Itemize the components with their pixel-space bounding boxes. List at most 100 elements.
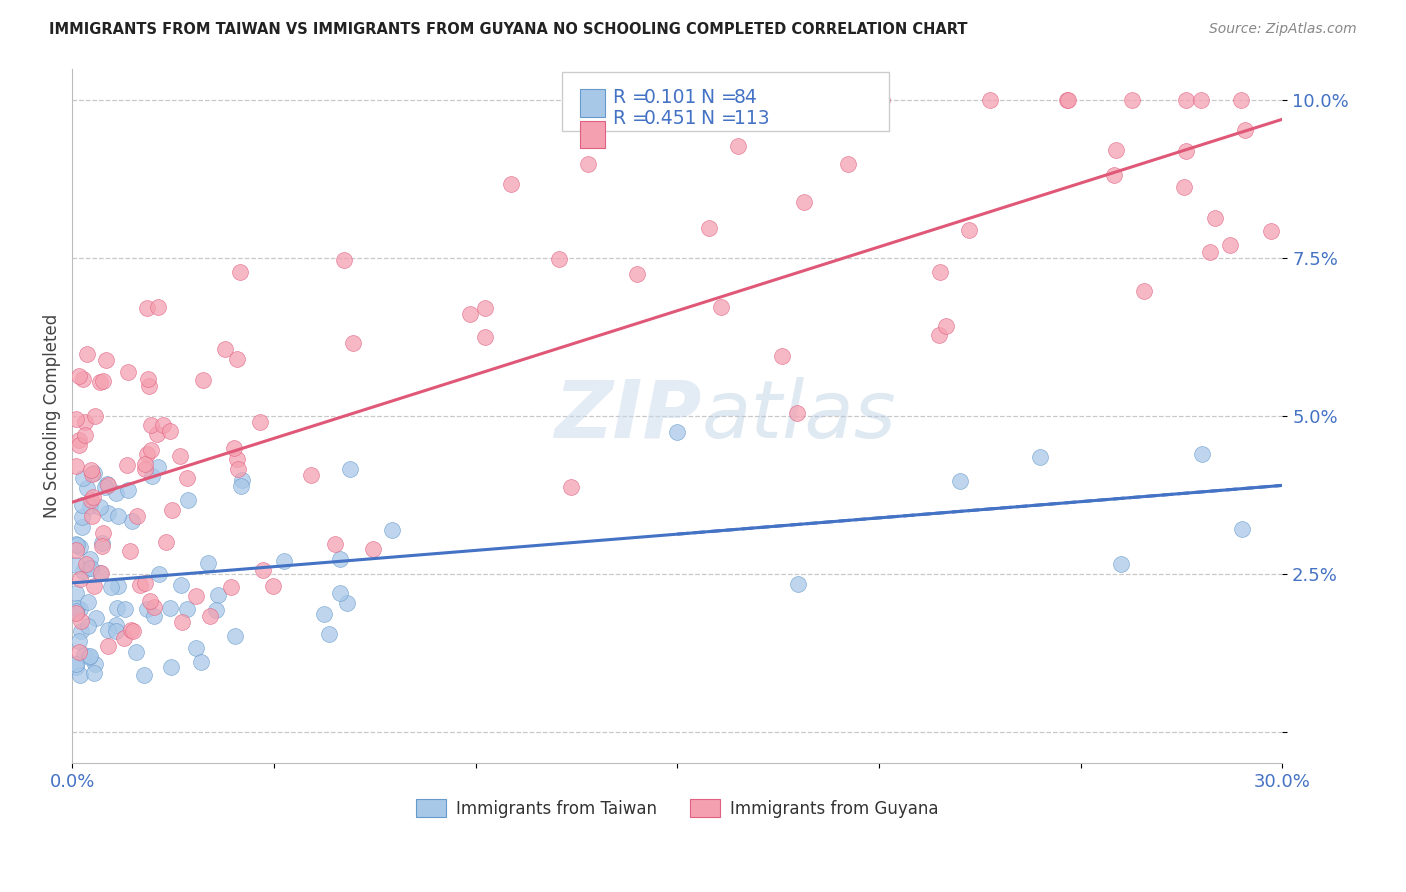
Point — [333, 253, 356, 268]
Point — [159, 601, 181, 615]
Point — [105, 601, 128, 615]
Text: R =: R = — [613, 88, 654, 107]
Point — [957, 222, 980, 236]
Point — [935, 319, 957, 334]
Point — [339, 461, 361, 475]
Point — [114, 602, 136, 616]
Point — [626, 267, 648, 281]
Point — [105, 624, 128, 638]
Point — [67, 645, 90, 659]
Point — [152, 417, 174, 432]
Point — [125, 645, 148, 659]
Point — [226, 352, 249, 367]
Point — [172, 615, 194, 629]
Point — [697, 221, 720, 235]
Point — [837, 157, 859, 171]
Point — [70, 520, 93, 534]
Point — [70, 624, 93, 639]
Text: R =: R = — [613, 109, 654, 128]
Point — [80, 493, 103, 508]
Point — [83, 579, 105, 593]
Point — [228, 462, 250, 476]
Text: 0.101: 0.101 — [644, 88, 697, 107]
Point — [342, 335, 364, 350]
Point — [69, 668, 91, 682]
Point — [170, 577, 193, 591]
Point — [710, 300, 733, 314]
Point — [120, 624, 142, 638]
Point — [1191, 447, 1213, 461]
Point — [155, 535, 177, 549]
Point — [139, 418, 162, 433]
Point — [76, 595, 98, 609]
Point — [226, 452, 249, 467]
Point — [787, 576, 810, 591]
Point — [73, 648, 96, 662]
Point — [249, 416, 271, 430]
Point — [184, 640, 207, 655]
Point — [79, 552, 101, 566]
Point — [105, 486, 128, 500]
Point — [381, 523, 404, 537]
Point — [83, 665, 105, 680]
Point — [1057, 93, 1080, 107]
Point — [67, 437, 90, 451]
Point — [363, 541, 385, 556]
Point — [219, 580, 242, 594]
Point — [79, 462, 101, 476]
Point — [65, 537, 87, 551]
Point — [312, 607, 335, 621]
Point — [129, 578, 152, 592]
Point — [67, 633, 90, 648]
Point — [205, 603, 228, 617]
Point — [134, 668, 156, 682]
Text: N =: N = — [702, 88, 744, 107]
Point — [1204, 211, 1226, 226]
Point — [97, 506, 120, 520]
Point — [231, 473, 253, 487]
Point — [94, 352, 117, 367]
Point — [160, 660, 183, 674]
Point — [786, 406, 808, 420]
Point — [148, 567, 170, 582]
Point — [69, 540, 91, 554]
Point — [176, 471, 198, 485]
Point — [138, 378, 160, 392]
Point — [252, 563, 274, 577]
Point — [143, 609, 166, 624]
Point — [65, 558, 87, 572]
Point — [231, 478, 253, 492]
Point — [77, 561, 100, 575]
Point — [97, 623, 120, 637]
Point — [666, 425, 689, 439]
Point — [118, 544, 141, 558]
Point — [90, 535, 112, 549]
Text: IMMIGRANTS FROM TAIWAN VS IMMIGRANTS FROM GUYANA NO SCHOOLING COMPLETED CORRELAT: IMMIGRANTS FROM TAIWAN VS IMMIGRANTS FRO… — [49, 22, 967, 37]
Point — [67, 434, 90, 448]
Point — [228, 265, 250, 279]
Point — [870, 93, 893, 107]
Text: 0.451: 0.451 — [644, 109, 697, 128]
Point — [323, 537, 346, 551]
Point — [104, 617, 127, 632]
Point — [96, 477, 118, 491]
Bar — [581, 120, 605, 148]
Point — [138, 372, 160, 386]
Point — [146, 460, 169, 475]
Point — [77, 619, 100, 633]
Y-axis label: No Schooling Completed: No Schooling Completed — [44, 314, 60, 518]
Point — [76, 347, 98, 361]
Point — [1102, 169, 1125, 183]
Point — [160, 503, 183, 517]
Text: ZIP: ZIP — [554, 376, 702, 455]
Point — [65, 657, 87, 672]
Point — [91, 539, 114, 553]
Point — [134, 457, 156, 471]
Point — [146, 426, 169, 441]
Point — [1175, 93, 1198, 107]
Point — [560, 480, 582, 494]
Point — [222, 442, 245, 456]
Point — [1173, 180, 1195, 194]
Point — [73, 415, 96, 429]
Point — [299, 468, 322, 483]
